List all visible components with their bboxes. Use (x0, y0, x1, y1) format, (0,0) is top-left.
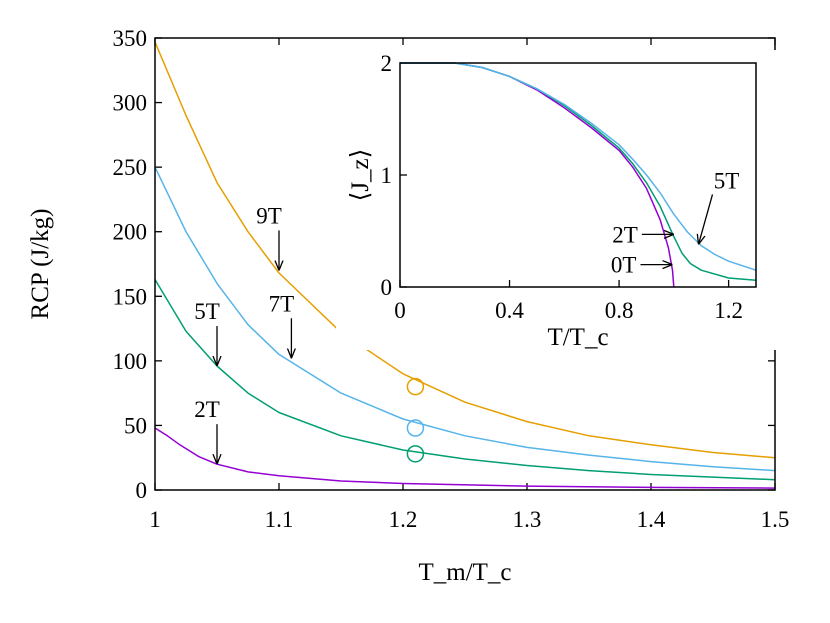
x-tick-label: 0 (394, 298, 406, 323)
y-tick-label: 150 (113, 284, 148, 309)
x-axis-label: T_m/T_c (418, 559, 511, 586)
y-tick-label: 2 (381, 51, 393, 76)
annotation-label-0T: 0T (611, 253, 637, 278)
series-line-9T (154, 41, 776, 459)
x-tick-label: 1.1 (265, 507, 294, 532)
inset-y-axis-label: ⟨J_z⟩ (347, 149, 374, 202)
inset-x-axis-label: T/T_c (547, 324, 608, 351)
annotation-label-5T: 5T (714, 168, 740, 193)
data-point-marker (406, 377, 425, 396)
x-tick-label: 1.5 (761, 507, 790, 532)
x-tick-label: 1.4 (637, 507, 666, 532)
x-tick-label: 1.3 (513, 507, 542, 532)
series-line-2T (154, 427, 776, 489)
x-tick-label: 0.4 (495, 298, 524, 323)
annotation-label-5T: 5T (194, 299, 220, 324)
y-axis-label: RCP (J/kg) (27, 209, 54, 320)
annotation-label-2T: 2T (194, 397, 220, 422)
annotation-arrow (698, 194, 714, 244)
x-tick-label: 1.2 (389, 507, 418, 532)
y-tick-label: 0 (381, 275, 393, 300)
y-tick-label: 300 (113, 91, 148, 116)
x-tick-label: 1 (149, 507, 161, 532)
y-tick-label: 350 (113, 26, 148, 51)
y-tick-label: 50 (124, 413, 147, 438)
y-tick-label: 100 (113, 349, 148, 374)
y-tick-label: 200 (113, 220, 148, 245)
data-point-marker (406, 419, 425, 437)
y-tick-label: 0 (136, 478, 148, 503)
data-point-marker (406, 445, 425, 463)
series-line-7T (154, 166, 776, 472)
series-line-5T (400, 62, 757, 271)
x-tick-label: 0.8 (605, 298, 634, 323)
annotation-label-9T: 9T (256, 203, 282, 228)
y-tick-label: 250 (113, 155, 148, 180)
y-tick-label: 1 (381, 163, 393, 188)
x-tick-label: 1.2 (714, 298, 743, 323)
annotation-label-7T: 7T (269, 291, 295, 316)
plot-frame (399, 62, 757, 288)
annotation-label-2T: 2T (612, 222, 638, 247)
